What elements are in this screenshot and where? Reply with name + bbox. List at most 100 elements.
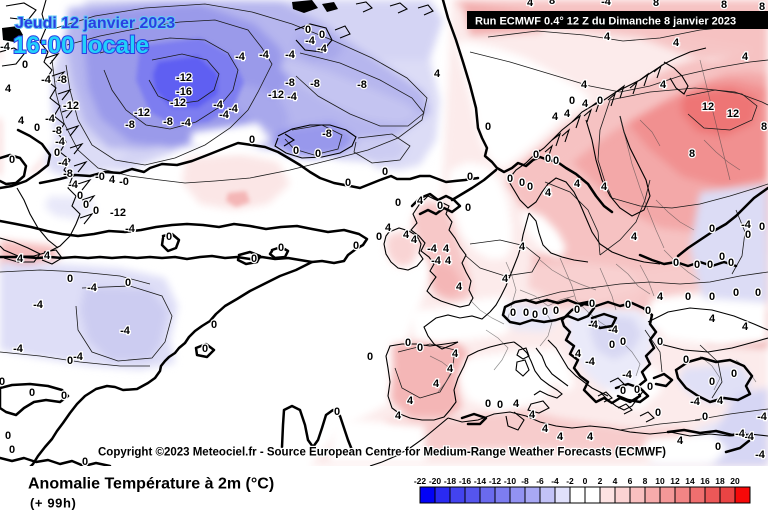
- svg-text:0: 0: [609, 339, 615, 351]
- svg-text:Anomalie Température à 2m (°C): Anomalie Température à 2m (°C): [28, 476, 274, 493]
- svg-text:4: 4: [552, 111, 559, 123]
- svg-text:0: 0: [417, 342, 423, 354]
- svg-text:4: 4: [677, 435, 684, 447]
- svg-text:0: 0: [523, 307, 529, 319]
- svg-text:0: 0: [54, 147, 60, 159]
- svg-text:-4: -4: [55, 136, 66, 148]
- svg-text:0: 0: [497, 399, 503, 411]
- svg-text:0: 0: [533, 149, 539, 161]
- svg-text:16:00 locale: 16:00 locale: [13, 32, 149, 59]
- svg-text:0: 0: [61, 390, 67, 402]
- svg-text:-4: -4: [219, 109, 230, 121]
- svg-text:0: 0: [485, 398, 491, 410]
- svg-text:12: 12: [702, 101, 714, 113]
- svg-text:0: 0: [673, 257, 679, 269]
- svg-text:-4: -4: [285, 49, 296, 61]
- svg-text:8: 8: [643, 476, 648, 486]
- svg-text:-4: -4: [622, 369, 633, 381]
- svg-text:18: 18: [715, 476, 725, 486]
- svg-text:-8: -8: [163, 116, 173, 128]
- svg-text:Jeudi 12 janvier 2023: Jeudi 12 janvier 2023: [15, 15, 175, 32]
- svg-text:-16: -16: [176, 86, 192, 98]
- svg-text:4: 4: [529, 409, 536, 421]
- svg-text:-4: -4: [45, 113, 56, 125]
- svg-text:0: 0: [293, 145, 299, 157]
- svg-text:-4: -4: [305, 35, 316, 47]
- svg-text:-4: -4: [228, 103, 239, 115]
- svg-text:4: 4: [742, 321, 749, 333]
- svg-text:0: 0: [532, 309, 538, 321]
- svg-text:-4: -4: [608, 324, 619, 336]
- svg-text:-12: -12: [176, 72, 192, 84]
- svg-text:0: 0: [755, 287, 761, 299]
- svg-text:0: 0: [166, 231, 172, 243]
- svg-text:-4: -4: [181, 117, 192, 129]
- svg-text:-12: -12: [170, 97, 186, 109]
- svg-text:-18: -18: [444, 476, 457, 486]
- svg-text:0: 0: [685, 291, 691, 303]
- svg-text:-4: -4: [585, 356, 596, 368]
- svg-text:14: 14: [685, 476, 695, 486]
- svg-text:0: 0: [0, 376, 5, 388]
- svg-text:8: 8: [759, 1, 765, 13]
- svg-text:4: 4: [434, 68, 441, 80]
- svg-text:4: 4: [417, 195, 424, 207]
- svg-text:-4: -4: [120, 325, 131, 337]
- svg-text:0: 0: [465, 202, 471, 214]
- svg-text:-12: -12: [63, 100, 79, 112]
- svg-text:0: 0: [22, 59, 28, 71]
- svg-text:0: 0: [625, 299, 631, 311]
- svg-text:-4: -4: [33, 299, 44, 311]
- svg-text:0: 0: [211, 319, 217, 331]
- svg-text:4: 4: [742, 51, 749, 63]
- svg-text:8: 8: [689, 148, 695, 160]
- svg-text:-4: -4: [755, 449, 766, 461]
- svg-text:0: 0: [731, 368, 737, 380]
- svg-text:-4: -4: [735, 428, 746, 440]
- svg-text:0: 0: [655, 407, 661, 419]
- svg-text:4: 4: [17, 253, 24, 265]
- svg-text:8: 8: [721, 0, 727, 11]
- svg-text:4: 4: [604, 31, 611, 43]
- svg-text:-4: -4: [287, 91, 298, 103]
- svg-text:-4: -4: [427, 243, 438, 255]
- svg-text:-2: -2: [566, 476, 574, 486]
- svg-text:-8: -8: [285, 77, 295, 89]
- svg-text:4: 4: [582, 98, 589, 110]
- svg-text:4: 4: [575, 348, 582, 360]
- svg-text:4: 4: [452, 348, 459, 360]
- svg-text:0: 0: [542, 306, 548, 318]
- svg-text:4: 4: [456, 281, 463, 293]
- svg-text:4: 4: [557, 431, 564, 443]
- svg-text:0: 0: [315, 148, 321, 160]
- svg-text:4: 4: [657, 291, 664, 303]
- svg-text:-12: -12: [489, 476, 502, 486]
- svg-text:8: 8: [761, 121, 767, 133]
- svg-text:12: 12: [727, 108, 739, 120]
- svg-text:0: 0: [305, 24, 311, 36]
- svg-text:4: 4: [544, 186, 551, 198]
- svg-text:-4: -4: [213, 99, 224, 111]
- svg-text:0: 0: [728, 257, 734, 269]
- svg-text:0: 0: [125, 277, 131, 289]
- svg-text:0: 0: [634, 384, 640, 396]
- svg-text:-4: -4: [68, 179, 79, 191]
- svg-text:0: 0: [376, 231, 382, 243]
- svg-text:0: 0: [745, 229, 751, 241]
- svg-text:0: 0: [719, 251, 725, 263]
- svg-text:0: 0: [202, 343, 208, 355]
- svg-text:-4: -4: [58, 157, 69, 169]
- svg-text:10: 10: [655, 476, 665, 486]
- svg-text:4: 4: [581, 79, 588, 91]
- svg-text:Copyright ©2023 Meteociel.fr -: Copyright ©2023 Meteociel.fr - Source Eu…: [98, 447, 666, 459]
- svg-text:4: 4: [574, 178, 581, 190]
- svg-text:-4: -4: [744, 431, 755, 443]
- svg-text:-4: -4: [551, 476, 559, 486]
- svg-text:4: 4: [527, 0, 534, 9]
- svg-text:0: 0: [319, 29, 325, 41]
- svg-text:4: 4: [542, 423, 549, 435]
- svg-text:-12: -12: [134, 107, 150, 119]
- svg-text:4: 4: [445, 255, 452, 267]
- svg-text:-4: -4: [690, 396, 701, 408]
- svg-text:0: 0: [574, 304, 580, 316]
